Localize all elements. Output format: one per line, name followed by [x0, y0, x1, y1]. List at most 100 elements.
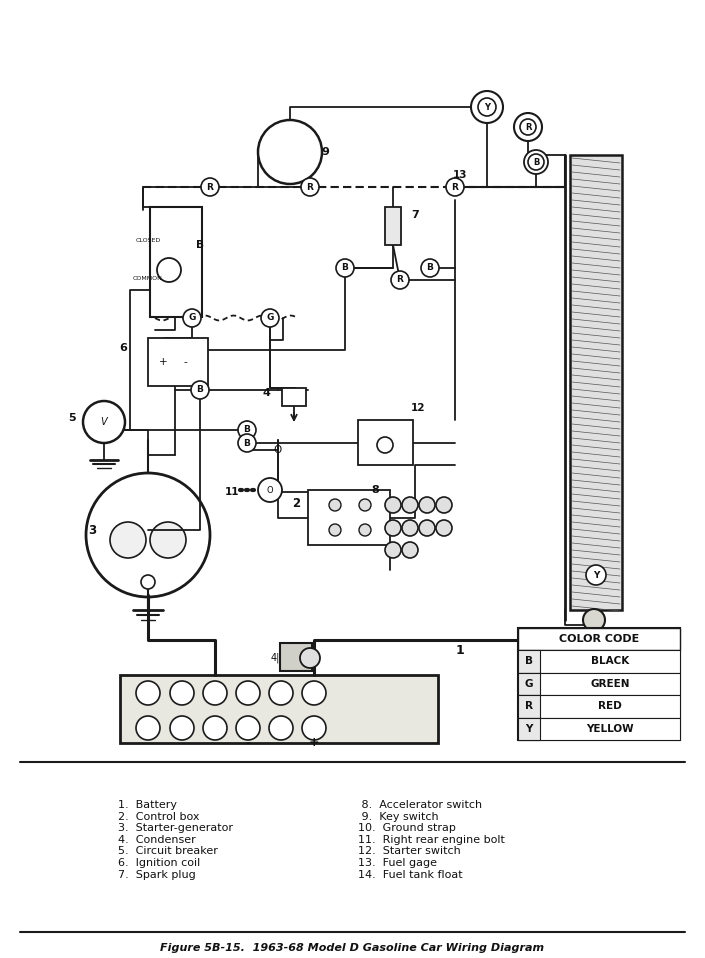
- Circle shape: [436, 520, 452, 536]
- Circle shape: [419, 520, 435, 536]
- Circle shape: [385, 520, 401, 536]
- Circle shape: [203, 716, 227, 740]
- Text: 9: 9: [321, 147, 329, 157]
- Text: 2: 2: [292, 496, 300, 510]
- Circle shape: [385, 542, 401, 558]
- Circle shape: [258, 478, 282, 502]
- Circle shape: [478, 98, 496, 116]
- Text: -: -: [245, 737, 250, 749]
- Circle shape: [329, 499, 341, 511]
- Text: B: B: [525, 656, 533, 666]
- Circle shape: [269, 681, 293, 705]
- Text: COMMON: COMMON: [133, 276, 163, 281]
- Bar: [570, 155, 622, 610]
- Circle shape: [236, 716, 260, 740]
- Circle shape: [359, 499, 371, 511]
- Circle shape: [583, 609, 605, 631]
- Circle shape: [446, 178, 464, 196]
- Text: R: R: [525, 123, 532, 131]
- Text: G: G: [525, 679, 533, 689]
- Circle shape: [520, 119, 536, 135]
- Text: B: B: [341, 263, 348, 272]
- Circle shape: [110, 522, 146, 558]
- Bar: [150, 207, 202, 317]
- Text: 8.  Accelerator switch
 9.  Key switch
10.  Ground strap
11.  Right rear engine : 8. Accelerator switch 9. Key switch 10. …: [358, 800, 505, 879]
- Text: CLOSED: CLOSED: [135, 238, 161, 242]
- Circle shape: [471, 91, 503, 123]
- Circle shape: [329, 524, 341, 536]
- Text: B: B: [197, 385, 204, 395]
- Text: 12: 12: [411, 403, 425, 413]
- Text: 14: 14: [611, 628, 625, 638]
- Circle shape: [421, 259, 439, 277]
- Circle shape: [136, 716, 160, 740]
- Circle shape: [302, 716, 326, 740]
- Text: -: -: [183, 357, 187, 367]
- Text: B: B: [427, 263, 434, 272]
- Circle shape: [136, 681, 160, 705]
- Text: R: R: [452, 183, 458, 192]
- Bar: [518, 628, 680, 740]
- Bar: [518, 718, 540, 740]
- Bar: [385, 207, 401, 245]
- Circle shape: [86, 473, 210, 597]
- Bar: [518, 673, 540, 695]
- Bar: [518, 650, 540, 673]
- Circle shape: [302, 681, 326, 705]
- Text: RED: RED: [598, 701, 622, 711]
- Text: R: R: [207, 183, 214, 192]
- Text: G: G: [188, 313, 196, 323]
- Bar: [358, 420, 413, 465]
- Circle shape: [391, 271, 409, 289]
- Circle shape: [141, 575, 155, 589]
- Text: BLACK: BLACK: [591, 656, 629, 666]
- Circle shape: [157, 258, 181, 282]
- Circle shape: [201, 178, 219, 196]
- Circle shape: [402, 520, 418, 536]
- Circle shape: [183, 309, 201, 327]
- Text: 6: 6: [119, 343, 127, 353]
- Circle shape: [528, 154, 544, 170]
- Circle shape: [586, 565, 606, 585]
- Circle shape: [385, 497, 401, 513]
- Bar: [518, 695, 680, 718]
- Circle shape: [336, 259, 354, 277]
- Circle shape: [170, 716, 194, 740]
- Circle shape: [150, 522, 186, 558]
- Text: 3: 3: [88, 523, 96, 536]
- Circle shape: [238, 421, 256, 439]
- Text: 1: 1: [455, 644, 465, 656]
- Circle shape: [300, 648, 320, 668]
- Text: R: R: [307, 183, 314, 192]
- Text: 1.  Battery
2.  Control box
3.  Starter-generator
4.  Condenser
5.  Circuit brea: 1. Battery 2. Control box 3. Starter-gen…: [118, 800, 233, 879]
- Text: +: +: [159, 357, 167, 367]
- Text: GREEN: GREEN: [590, 679, 630, 689]
- Text: O: O: [274, 445, 282, 455]
- Circle shape: [83, 401, 125, 443]
- Text: Y: Y: [525, 723, 533, 734]
- Text: Y: Y: [593, 571, 599, 580]
- Circle shape: [514, 113, 542, 141]
- Bar: [518, 628, 680, 650]
- Text: B: B: [533, 157, 539, 167]
- Circle shape: [238, 434, 256, 452]
- Circle shape: [301, 178, 319, 196]
- Bar: [148, 338, 208, 386]
- Bar: [120, 675, 438, 743]
- Circle shape: [419, 497, 435, 513]
- Circle shape: [377, 437, 393, 453]
- Bar: [518, 718, 680, 740]
- Bar: [518, 695, 540, 718]
- Circle shape: [524, 150, 548, 174]
- Circle shape: [191, 381, 209, 399]
- Bar: [518, 673, 680, 695]
- Circle shape: [203, 681, 227, 705]
- Bar: [518, 650, 680, 673]
- Circle shape: [258, 120, 322, 184]
- Circle shape: [402, 497, 418, 513]
- Circle shape: [436, 497, 452, 513]
- Text: R: R: [396, 276, 403, 285]
- Text: Y: Y: [484, 103, 490, 111]
- Text: 5: 5: [68, 413, 76, 423]
- Circle shape: [261, 309, 279, 327]
